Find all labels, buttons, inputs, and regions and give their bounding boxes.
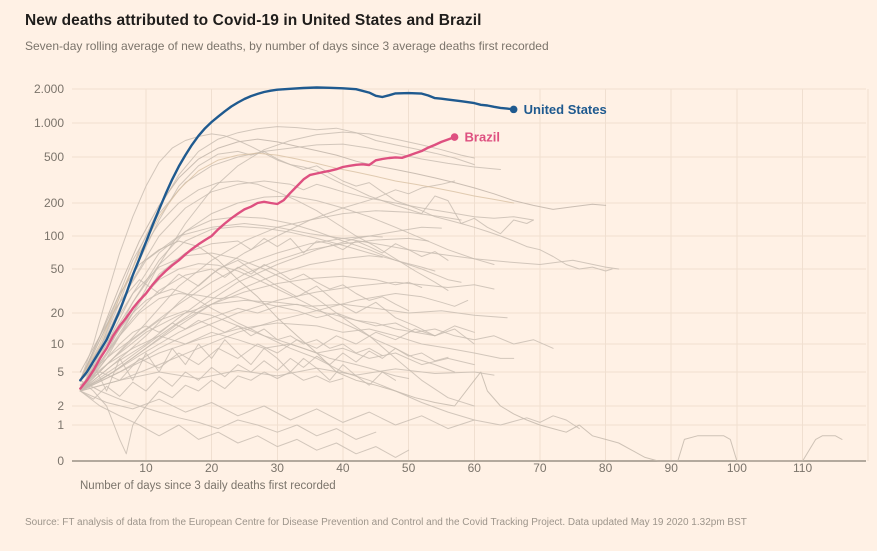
series-other-30 [79, 339, 396, 392]
series-other-01 [79, 126, 475, 381]
series-other-42 [79, 319, 383, 392]
series-other-19 [79, 288, 410, 392]
gridlines [72, 88, 869, 461]
y-tick-label: 0 [57, 454, 64, 468]
y-tick-label: 10 [51, 337, 65, 351]
series-other-18 [79, 240, 843, 462]
series-other-14 [79, 226, 442, 392]
x-axis-label: Number of days since 3 daily deaths firs… [80, 480, 336, 492]
series-other-26 [79, 390, 475, 430]
series-other-39 [79, 390, 410, 458]
x-tick-label: 80 [599, 461, 613, 475]
series-other-31 [79, 379, 377, 440]
x-tick-label: 20 [205, 461, 219, 475]
y-tick-label: 200 [44, 196, 64, 210]
series-other-32 [79, 299, 508, 392]
x-tick-label: 10 [139, 461, 153, 475]
chart-source: Source: FT analysis of data from the Eur… [25, 517, 747, 528]
x-tick-label: 30 [271, 461, 285, 475]
y-tick-label: 2.000 [34, 82, 64, 96]
y-tick-label: 20 [51, 306, 65, 320]
series-other-38 [79, 281, 495, 392]
x-tick-label: 100 [727, 461, 747, 475]
series-other-44 [79, 347, 449, 400]
series-other-37 [79, 293, 469, 392]
series-other-16 [79, 259, 475, 381]
series-other-21 [79, 293, 436, 392]
y-tick-label: 100 [44, 229, 64, 243]
x-tick-label: 60 [468, 461, 482, 475]
x-tick-label: 70 [533, 461, 547, 475]
series-other-25 [79, 371, 344, 455]
x-tick-label: 90 [665, 461, 679, 475]
series-lines [79, 86, 843, 462]
series-other-12 [79, 210, 462, 392]
series-other-08 [79, 223, 620, 381]
series-brazil [79, 135, 456, 390]
series-other-22 [79, 264, 410, 392]
y-tick-label: 1 [57, 418, 64, 432]
y-tick-label: 5 [57, 365, 64, 379]
series-united-states [79, 86, 515, 382]
series-other-33 [79, 322, 515, 392]
chart-subtitle: Seven-day rolling average of new deaths,… [25, 39, 549, 53]
chart-title: New deaths attributed to Covid-19 in Uni… [25, 12, 482, 29]
series-end-dot-united-states [509, 105, 518, 114]
series-other-36 [79, 367, 495, 392]
series-label-united-states: United States [524, 102, 607, 117]
series-other-27 [79, 325, 475, 386]
series-other-10 [79, 180, 449, 392]
series-label-brazil: Brazil [465, 130, 500, 145]
series-other-23 [79, 226, 436, 381]
y-tick-label: 500 [44, 150, 64, 164]
series-other-13 [79, 180, 456, 392]
series-other-29 [79, 275, 423, 392]
series-other-03 [79, 133, 613, 381]
x-tick-label: 110 [793, 461, 812, 475]
x-tick-label: 40 [336, 461, 350, 475]
series-other-40 [79, 152, 515, 381]
series-other-04 [79, 150, 534, 392]
axis-tick-labels: 0 1 2 5 10 20 50 100 200 500 1.000 2.000 10 20 30 40 50 6… [34, 82, 812, 475]
series-other-09 [79, 216, 462, 392]
series-other-35 [79, 252, 475, 407]
series-other-02 [79, 138, 607, 373]
y-tick-label: 2 [57, 399, 64, 413]
y-tick-label: 1.000 [34, 116, 64, 130]
series-other-07 [79, 180, 534, 381]
series-other-06 [79, 195, 495, 392]
series-other-43 [79, 305, 554, 390]
series-other-34 [79, 331, 475, 386]
series-end-dot-brazil [450, 133, 459, 141]
y-tick-label: 50 [51, 262, 65, 276]
x-tick-label: 50 [402, 461, 416, 475]
